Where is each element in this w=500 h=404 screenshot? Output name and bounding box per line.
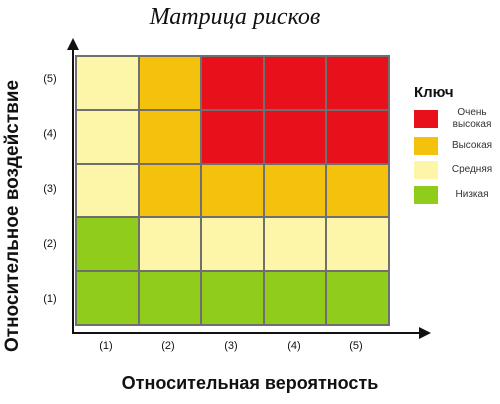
x-axis-arrow-icon [419,327,431,339]
x-tick-4: (4) [287,340,301,352]
matrix-cell [327,110,388,163]
key-title: Ключ [414,84,454,101]
y-axis-line [72,48,74,334]
matrix-cell [264,272,326,324]
x-tick-3: (3) [224,340,238,352]
key-item-medium: Средняя [414,159,500,181]
matrix-cell [327,57,388,109]
matrix-cell [77,272,138,324]
x-axis-label: Относительная вероятность [121,373,379,393]
y-axis-arrow-icon [67,38,79,50]
y-tick-5: (5) [43,73,57,85]
matrix-cell [77,110,138,163]
key-label-medium: Средняя [451,164,493,175]
matrix-cell [202,57,263,109]
key-swatch-very-high [414,110,438,128]
matrix-cell [264,218,326,271]
matrix-cell [77,218,138,271]
key-swatch-low [414,186,438,204]
key-label-low: Низкая [455,189,489,200]
key-swatch-medium [414,161,438,179]
key-swatch-high [414,137,438,155]
chart-title: Матрица рисков [149,4,321,30]
key-label-high: Высокая [451,140,493,151]
x-axis-line [72,332,420,334]
y-tick-2: (2) [43,238,57,250]
risk-matrix-grid [75,55,390,326]
matrix-cell [264,164,326,217]
x-tick-1: (1) [99,340,113,352]
matrix-cell [264,57,326,109]
matrix-cell [139,272,201,324]
y-tick-3: (3) [43,183,57,195]
matrix-cell [327,218,388,271]
key-item-low: Низкая [414,184,500,206]
matrix-cell [202,110,263,163]
x-tick-2: (2) [161,340,175,352]
matrix-cell [327,272,388,324]
matrix-cell [77,164,138,217]
y-axis-label: Относительное воздействие [2,79,23,353]
matrix-cell [139,218,201,271]
matrix-cell [202,218,263,271]
matrix-cell [264,110,326,163]
matrix-cell [77,57,138,109]
y-tick-4: (4) [43,128,57,140]
key-item-high: Высокая [414,135,500,157]
matrix-cell [202,272,263,324]
x-tick-5: (5) [349,340,363,352]
key-label-very-high: Очень высокая [452,107,492,130]
matrix-cell [327,164,388,217]
matrix-cell [139,57,201,109]
y-tick-1: (1) [43,293,57,305]
key-item-very-high: Очень высокая [414,107,500,130]
matrix-cell [139,110,201,163]
matrix-cell [202,164,263,217]
matrix-cell [139,164,201,217]
